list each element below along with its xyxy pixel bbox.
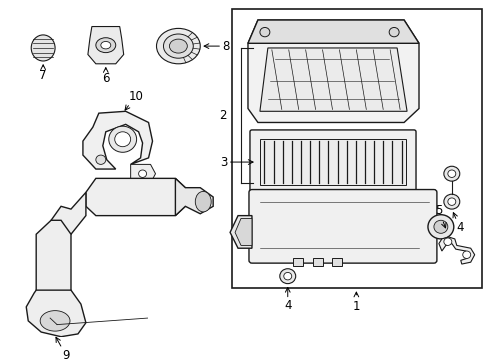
Text: 7: 7 (40, 65, 47, 82)
Circle shape (447, 170, 455, 177)
Text: 4: 4 (452, 213, 463, 234)
Polygon shape (230, 216, 251, 248)
Circle shape (427, 215, 453, 239)
Text: 1: 1 (352, 292, 359, 314)
Polygon shape (51, 192, 86, 234)
Circle shape (108, 126, 136, 152)
Circle shape (443, 194, 459, 209)
Ellipse shape (163, 34, 193, 58)
Polygon shape (247, 20, 418, 43)
Polygon shape (130, 165, 155, 183)
Polygon shape (36, 220, 71, 304)
Polygon shape (235, 219, 251, 246)
Bar (260, 139, 405, 185)
Ellipse shape (31, 35, 55, 61)
Text: 8: 8 (203, 40, 229, 53)
Polygon shape (88, 27, 123, 64)
Circle shape (443, 238, 451, 246)
Bar (232, 9, 481, 288)
Ellipse shape (101, 41, 111, 49)
Text: 10: 10 (125, 90, 143, 110)
FancyBboxPatch shape (248, 190, 436, 263)
Text: 9: 9 (56, 337, 70, 360)
Ellipse shape (156, 28, 200, 64)
Text: 2: 2 (219, 108, 226, 122)
Circle shape (115, 132, 130, 147)
Polygon shape (83, 111, 152, 169)
Circle shape (443, 166, 459, 181)
Circle shape (447, 198, 455, 205)
Polygon shape (247, 20, 418, 122)
Circle shape (260, 27, 269, 37)
Bar (292, 258, 302, 266)
Circle shape (433, 220, 447, 233)
Ellipse shape (96, 38, 116, 53)
Polygon shape (86, 178, 185, 216)
Bar (332, 258, 342, 266)
Circle shape (388, 27, 398, 37)
Polygon shape (26, 290, 86, 337)
Text: 6: 6 (102, 68, 109, 85)
Circle shape (138, 170, 146, 177)
Bar (312, 258, 322, 266)
Polygon shape (438, 237, 474, 264)
Ellipse shape (169, 39, 187, 53)
FancyBboxPatch shape (249, 130, 415, 194)
Circle shape (283, 273, 291, 280)
Ellipse shape (195, 192, 211, 212)
Polygon shape (260, 48, 406, 111)
Text: 4: 4 (284, 288, 291, 312)
Circle shape (279, 269, 295, 284)
Ellipse shape (40, 311, 70, 331)
Polygon shape (175, 178, 213, 216)
Circle shape (96, 155, 105, 165)
Circle shape (462, 251, 470, 258)
Text: 5: 5 (434, 203, 445, 228)
Text: 3: 3 (220, 156, 253, 168)
